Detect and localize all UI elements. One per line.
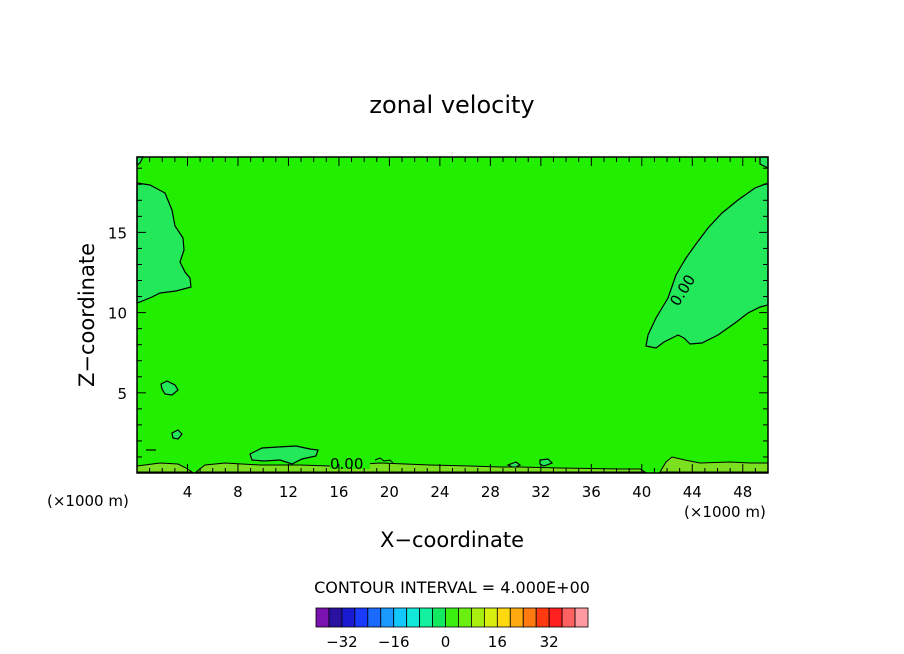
colorbar-swatch [393, 607, 408, 628]
closed-contour-5 [539, 458, 554, 467]
colorbar-swatch [341, 607, 356, 628]
contour-squiggle [374, 457, 394, 464]
colorbar-swatch [367, 607, 382, 628]
y-tick-label: 15 [108, 224, 127, 242]
colorbar-tick-label: 16 [488, 633, 507, 651]
colorbar-swatch [535, 607, 550, 628]
colorbar-swatch [432, 607, 446, 628]
x-tick-label: 12 [279, 483, 298, 501]
colorbar-swatch [574, 607, 589, 628]
chart-title: zonal velocity [369, 91, 534, 119]
contour-interval-label: CONTOUR INTERVAL = 4.000E+00 [314, 578, 590, 597]
x-axis-label: X−coordinate [380, 528, 524, 552]
negative-region-right [645, 182, 769, 349]
colorbar-swatch [471, 607, 485, 628]
x-tick-label: 8 [233, 483, 243, 501]
colorbar-swatch [522, 607, 537, 628]
x-units-right: (×1000 m) [684, 503, 766, 521]
colorbar-swatch [548, 607, 563, 628]
closed-contour-2 [171, 429, 183, 440]
x-tick-label: 16 [329, 483, 348, 501]
x-tick-label: 32 [531, 483, 550, 501]
colorbar-tick-label: 0 [441, 633, 451, 651]
colorbar-swatch [458, 607, 472, 628]
contour-label-bottom: 0.00 [330, 455, 363, 473]
negative-region-left [136, 182, 192, 304]
colorbar-swatch [445, 607, 459, 628]
x-tick-label: 4 [183, 483, 193, 501]
closed-contour-1 [160, 380, 179, 396]
closed-contour-3 [249, 445, 319, 465]
x-axis-ticks: 4 8 12 16 20 24 28 32 36 40 44 48 [149, 157, 756, 501]
x-tick-label: 36 [582, 483, 601, 501]
colorbar-swatch [496, 607, 511, 628]
x-tick-label: 48 [733, 483, 752, 501]
y-tick-label: 10 [108, 305, 127, 323]
colorbar-tick-label: 32 [540, 633, 559, 651]
colorbar-swatch [419, 607, 433, 628]
colorbar-swatch [406, 607, 421, 628]
x-tick-label: 24 [430, 483, 449, 501]
y-axis-ticks: 5 10 15 [108, 167, 768, 458]
colorbar-swatch [561, 607, 576, 628]
x-tick-label: 20 [380, 483, 399, 501]
colorbar-swatch [354, 607, 369, 628]
low-band-bottom [194, 462, 647, 473]
colorbar [315, 607, 589, 628]
colorbar-swatch [328, 607, 343, 628]
colorbar-tick-label: −16 [378, 633, 410, 651]
colorbar-labels: −32 −16 0 16 32 [326, 633, 559, 651]
colorbar-swatch [509, 607, 524, 628]
colorbar-swatch [483, 607, 498, 628]
colorbar-tick-label: −32 [326, 633, 358, 651]
y-tick-label: 5 [117, 385, 127, 403]
x-tick-label: 28 [481, 483, 500, 501]
colorbar-swatch [380, 607, 395, 628]
x-tick-label: 44 [683, 483, 702, 501]
x-tick-label: 40 [632, 483, 651, 501]
x-units-left: (×1000 m) [47, 492, 129, 510]
plot-area: 0.00 0.00 [136, 156, 769, 474]
colorbar-swatch [315, 607, 330, 628]
y-axis-label: Z−coordinate [75, 243, 99, 387]
